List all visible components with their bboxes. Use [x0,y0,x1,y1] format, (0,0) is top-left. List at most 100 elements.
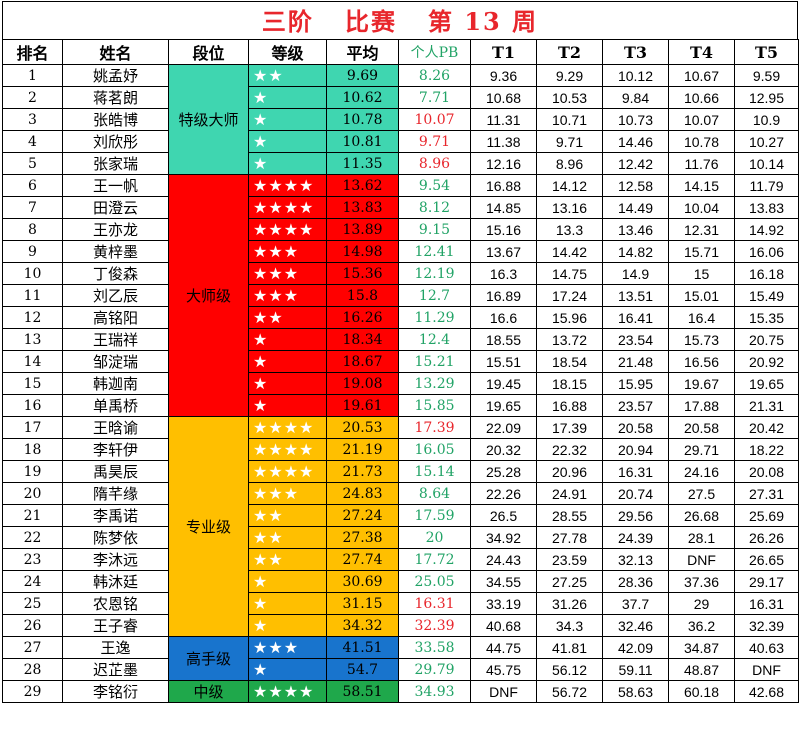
time-cell-t4: 10.66 [668,86,735,109]
average-cell: 58.51 [326,680,399,703]
time-cell-t1: 34.55 [470,570,537,593]
results-table: 排名 姓名 段位 等级 平均 个人PB T1 T2 T3 T4 T5 1 姚孟妤特… [2,39,799,703]
time-cell-t1: 16.89 [470,284,537,307]
personal-best-cell: 25.05 [398,570,471,593]
table-row: 15 韩迦南 ★ 19.08 13.29 19.45 18.15 15.95 19.67 19.6… [2,372,799,395]
personal-best-cell: 20 [398,526,471,549]
star-rating: ★ [248,570,327,593]
time-cell-t5: 20.75 [734,328,799,351]
header-rank: 排名 [2,39,63,65]
time-cell-t1: 15.51 [470,350,537,373]
level-cell: 中级 [168,680,249,703]
time-cell-t3: 20.58 [602,416,669,439]
time-cell-t5: 10.14 [734,152,799,175]
time-cell-t4: 60.18 [668,680,735,703]
table-row: 27 王逸 高手级 ★★★ 41.51 33.58 44.75 41.81 42.09 34.87… [2,636,799,681]
star-rating: ★★★★ [248,460,327,483]
time-cell-t5: 19.65 [734,372,799,395]
personal-best-cell: 9.54 [398,174,471,197]
player-name: 黄梓墨 [62,240,169,263]
time-cell-t2: 14.12 [536,174,603,197]
time-cell-t5: 10.27 [734,130,799,153]
average-cell: 24.83 [326,482,399,505]
table-row: 20 隋芊缘 ★★★ 24.83 8.64 22.26 24.91 20.74 27.5 27.3… [2,482,799,505]
rank-cell: 19 [2,460,63,483]
rank-cell: 12 [2,306,63,329]
star-rating: ★★★ [248,636,327,659]
table-row: 12 高铭阳 ★★ 16.26 11.29 16.6 15.96 16.41 16.4 15.35 [2,306,799,329]
time-cell-t2: 20.96 [536,460,603,483]
personal-best-cell: 8.12 [398,196,471,219]
time-cell-t3: 32.13 [602,548,669,571]
star-rating: ★★ [248,306,327,329]
header-t2: T2 [536,39,603,65]
personal-best-cell: 8.26 [398,64,471,87]
time-cell-t3: 32.46 [602,614,669,637]
player-name: 张家瑞 [62,152,169,175]
time-cell-t1: 34.92 [470,526,537,549]
time-cell-t4: 37.36 [668,570,735,593]
table-row: 10 丁俊森 ★★★ 15.36 12.19 16.3 14.75 14.9 15 16.18 [2,262,799,285]
time-cell-t3: 59.11 [602,658,669,681]
player-name: 刘欣彤 [62,130,169,153]
star-rating: ★★★ [248,240,327,263]
time-cell-t4: 34.87 [668,636,735,659]
page-title: 三阶 比赛 第 13 周 [2,1,798,39]
player-name: 李禹诺 [62,504,169,527]
header-t5: T5 [734,39,799,65]
rank-cell: 27 [2,636,63,659]
time-cell-t2: 18.54 [536,350,603,373]
player-name: 韩沐廷 [62,570,169,593]
time-cell-t4: 11.76 [668,152,735,175]
time-cell-t2: 23.59 [536,548,603,571]
player-name: 禹昊辰 [62,460,169,483]
average-cell: 18.34 [326,328,399,351]
time-cell-t2: 14.75 [536,262,603,285]
average-cell: 13.89 [326,218,399,241]
time-cell-t3: 20.74 [602,482,669,505]
time-cell-t2: 15.96 [536,306,603,329]
rank-cell: 3 [2,108,63,131]
table-row: 18 李轩伊 ★★★★ 21.19 16.05 20.32 22.32 20.94 29.71 1… [2,438,799,461]
time-cell-t4: 15.71 [668,240,735,263]
personal-best-cell: 17.39 [398,416,471,439]
star-rating: ★★ [248,526,327,549]
table-row: 29 李铭衍 中级 ★★★★ 58.51 34.93 DNF 56.72 58.63 60.18 4… [2,680,799,703]
time-cell-t2: 10.71 [536,108,603,131]
time-cell-t5: 9.59 [734,64,799,87]
time-cell-t3: 14.49 [602,196,669,219]
star-rating: ★★★★ [248,174,327,197]
time-cell-t3: 16.31 [602,460,669,483]
rank-cell: 4 [2,130,63,153]
personal-best-cell: 17.72 [398,548,471,571]
player-name: 李铭衍 [62,680,169,703]
time-cell-t5: 40.63 [734,636,799,659]
header-t4: T4 [668,39,735,65]
time-cell-t5: 20.08 [734,460,799,483]
personal-best-cell: 12.4 [398,328,471,351]
time-cell-t4: 15 [668,262,735,285]
time-cell-t1: 24.43 [470,548,537,571]
rank-cell: 17 [2,416,63,439]
personal-best-cell: 13.29 [398,372,471,395]
time-cell-t5: 25.69 [734,504,799,527]
average-cell: 30.69 [326,570,399,593]
level-cell: 特级大师 [168,64,249,175]
time-cell-t1: 20.32 [470,438,537,461]
level-cell: 高手级 [168,636,249,681]
time-cell-t1: 16.6 [470,306,537,329]
rank-cell: 14 [2,350,63,373]
time-cell-t4: 29.71 [668,438,735,461]
player-name: 王亦龙 [62,218,169,241]
player-name: 王瑞祥 [62,328,169,351]
player-name: 邹淀瑞 [62,350,169,373]
time-cell-t5: 26.65 [734,548,799,571]
average-cell: 54.7 [326,658,399,681]
table-row: 4 刘欣彤 ★ 10.81 9.71 11.38 9.71 14.46 10.78 10.27 [2,130,799,153]
time-cell-t1: 13.67 [470,240,537,263]
time-cell-t2: 14.42 [536,240,603,263]
player-name: 王晗谕 [62,416,169,439]
rank-cell: 22 [2,526,63,549]
star-rating: ★★ [248,64,327,87]
time-cell-t5: 20.92 [734,350,799,373]
